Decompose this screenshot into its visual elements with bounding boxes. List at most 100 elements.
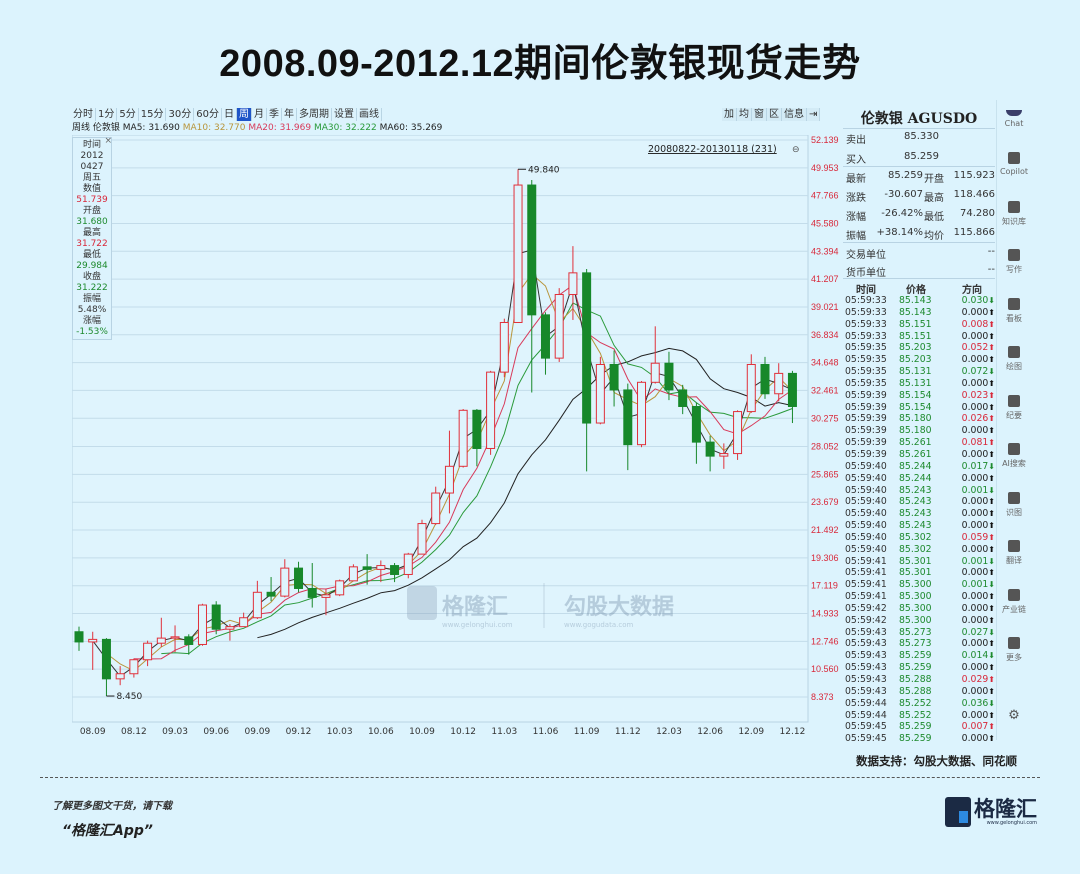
tick-price: 85.154 xyxy=(899,389,932,401)
sidebar-item[interactable]: Copilot xyxy=(997,152,1031,176)
chart-tool-button[interactable]: ⇥ xyxy=(807,108,821,121)
pct-value: -26.42% xyxy=(881,208,923,219)
currency-value: -- xyxy=(987,264,995,275)
tick-row: 05:59:33 85.143 0.000⬆ xyxy=(845,307,995,319)
candle-body xyxy=(294,567,304,589)
tick-price: 85.300 xyxy=(899,591,932,603)
period-tab[interactable]: 画线 xyxy=(357,108,382,121)
sidebar-item-label: 看板 xyxy=(1006,313,1022,323)
y-tick-label: 39.021 xyxy=(811,302,839,312)
sidebar-item-icon xyxy=(1008,637,1020,649)
candle-body xyxy=(513,184,523,323)
tick-list[interactable]: 05:59:33 85.143 0.030⬇ 05:59:33 85.143 0.000⬆… xyxy=(845,295,995,745)
tick-change: 0.000⬆ xyxy=(961,638,995,650)
sidebar-item-label: Chat xyxy=(1004,119,1024,128)
info-item: 时间 xyxy=(82,140,101,150)
tick-row: 05:59:41 85.300 0.001⬇ xyxy=(845,579,995,591)
sidebar-item-icon xyxy=(1006,110,1022,116)
sidebar-item[interactable]: 识图 xyxy=(997,491,1031,518)
period-tab[interactable]: 1分 xyxy=(96,108,118,121)
latest-label: 最新 xyxy=(846,174,866,185)
high-label: 最高 xyxy=(924,193,944,204)
candle-body xyxy=(74,631,84,643)
period-tab[interactable]: 周 xyxy=(236,108,252,121)
sidebar-item[interactable]: Chat xyxy=(997,110,1031,128)
chart-tool-button[interactable]: 均 xyxy=(737,108,752,121)
candle-body xyxy=(184,636,194,645)
arrow-up-icon: ⬆ xyxy=(988,675,995,684)
tick-price: 85.180 xyxy=(899,425,932,437)
period-tab[interactable]: 60分 xyxy=(194,108,222,121)
period-tab[interactable]: 分时 xyxy=(71,108,96,121)
lock-icon[interactable]: ⊖ xyxy=(792,145,800,155)
tick-price: 85.300 xyxy=(899,614,932,626)
period-tab[interactable]: 设置 xyxy=(332,108,357,121)
high-annotation: 49.840 xyxy=(528,165,560,175)
logo-mark-icon xyxy=(945,797,971,827)
candle-body xyxy=(787,372,797,407)
chart-tool-button[interactable]: 区 xyxy=(767,108,782,121)
settings-icon[interactable]: ⚙ xyxy=(1008,708,1020,723)
arrow-up-icon: ⬆ xyxy=(988,378,995,388)
arrow-up-icon: ⬆ xyxy=(988,509,995,519)
currency-label: 货币单位 xyxy=(846,268,886,279)
ma-line xyxy=(257,347,793,639)
tick-row: 05:59:41 85.300 0.000⬆ xyxy=(845,591,995,603)
high-value: 118.466 xyxy=(953,189,995,200)
period-tab[interactable]: 5分 xyxy=(117,108,139,121)
arrow-up-icon: ⬆ xyxy=(988,568,995,578)
candlestick-chart[interactable]: 52.139 49.953 47.766 45.580 43.394 41.207 39.0… xyxy=(72,135,842,740)
sidebar-item[interactable]: 翻译 xyxy=(997,540,1031,566)
tick-change: 0.000⬆ xyxy=(961,602,995,614)
range-label[interactable]: 20080822-20130118 (231) xyxy=(648,144,777,155)
candle-body xyxy=(486,371,496,449)
tick-time: 05:59:40 xyxy=(845,460,887,472)
chart-tool-button[interactable]: 加 xyxy=(722,108,737,121)
candle-body xyxy=(472,409,482,449)
period-tab[interactable]: 15分 xyxy=(139,108,167,121)
tick-change: 0.000⬆ xyxy=(961,591,995,603)
sidebar-item-label: 翻译 xyxy=(1006,556,1022,565)
sidebar-item-icon xyxy=(1008,540,1020,552)
info-item: 29.984 xyxy=(76,261,108,271)
period-tab[interactable]: 月 xyxy=(252,108,267,121)
sidebar-item-icon xyxy=(1008,200,1020,213)
chart-tools: 加均窗区信息 ⇥ xyxy=(722,108,821,121)
sidebar-item[interactable]: 看板 xyxy=(997,297,1031,324)
tick-row: 05:59:43 85.259 0.000⬆ xyxy=(845,662,995,674)
sidebar-item[interactable]: AI搜索 xyxy=(997,443,1031,469)
info-item: 0427 xyxy=(80,162,104,172)
sidebar-item[interactable]: 产业链 xyxy=(997,588,1031,615)
tick-change: 0.000⬆ xyxy=(961,543,995,555)
candle-body xyxy=(444,465,454,494)
sidebar-item[interactable]: 绘图 xyxy=(997,346,1031,372)
tick-change: 0.001⬇ xyxy=(961,555,995,567)
candle-body xyxy=(197,604,207,645)
sidebar-item[interactable]: 纪要 xyxy=(997,394,1031,421)
candle-body xyxy=(362,566,372,570)
tick-price: 85.131 xyxy=(899,377,932,389)
sidebar-item[interactable]: 写作 xyxy=(997,249,1031,275)
sidebar-item-icon xyxy=(1008,443,1020,455)
period-tab[interactable]: 30分 xyxy=(166,108,195,121)
sidebar-item[interactable]: 更多 xyxy=(997,637,1031,663)
tick-row: 05:59:35 85.203 0.000⬆ xyxy=(845,354,995,366)
tick-time: 05:59:40 xyxy=(845,543,887,555)
tick-time: 05:59:39 xyxy=(845,448,887,460)
period-tab[interactable]: 年 xyxy=(282,108,297,121)
chart-tool-button[interactable]: 窗 xyxy=(752,108,767,121)
chart-tool-button[interactable]: 信息 xyxy=(782,108,807,121)
app-name: “格隆汇App” xyxy=(62,823,153,839)
close-icon[interactable]: × xyxy=(104,136,112,146)
sidebar-item[interactable]: 知识库 xyxy=(997,200,1031,227)
ma30-value: MA30: 32.222 xyxy=(313,123,377,133)
period-tab[interactable]: 季 xyxy=(267,108,282,121)
tick-row: 05:59:40 85.243 0.000⬆ xyxy=(845,496,995,508)
tick-row: 05:59:33 85.151 0.008⬆ xyxy=(845,319,995,331)
tick-change: 0.000⬆ xyxy=(961,496,995,508)
period-tab[interactable]: 日 xyxy=(222,108,237,121)
candle-body xyxy=(280,567,290,597)
arrow-up-icon: ⬆ xyxy=(988,307,995,317)
period-tab[interactable]: 多周期 xyxy=(297,108,332,121)
info-item: 涨幅 xyxy=(82,316,101,326)
